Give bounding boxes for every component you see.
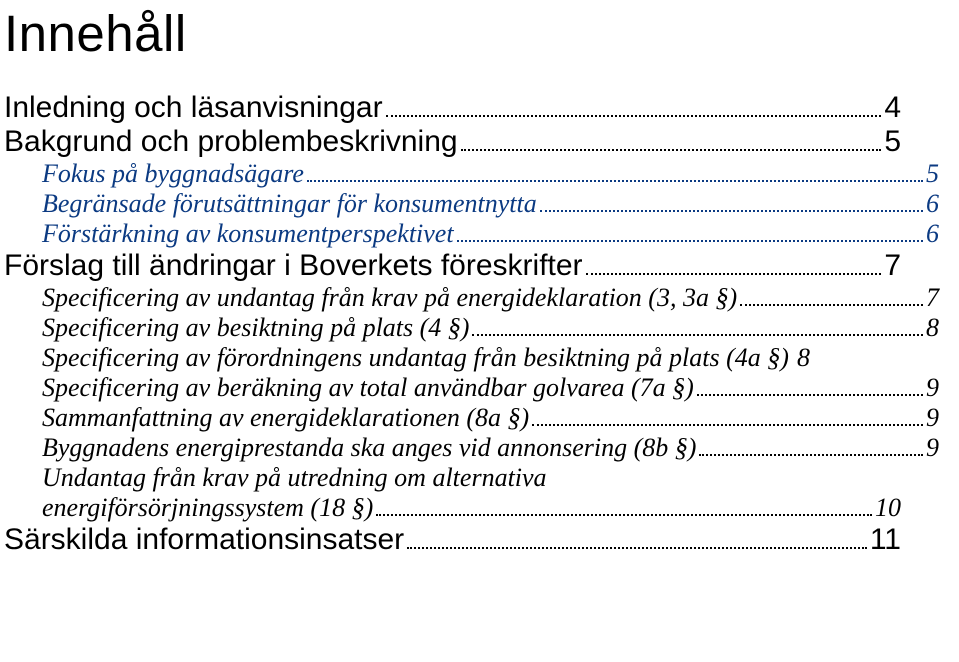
toc-entry-label: Specificering av undantag från krav på e…: [42, 283, 737, 313]
toc-entry-page: 10: [875, 493, 901, 523]
toc-entry-label: Bakgrund och problembeskrivning: [4, 125, 458, 159]
toc-entry-label: Fokus på byggnadsägare: [42, 159, 304, 189]
toc-leader: [540, 192, 923, 212]
toc-entry: Bakgrund och problembeskrivning 5: [4, 125, 901, 159]
toc-entry: Specificering av förordningens undantag …: [4, 343, 939, 373]
toc-entry: Begränsade förutsättningar för konsument…: [4, 189, 939, 219]
toc-entry: Förslag till ändringar i Boverkets föres…: [4, 249, 901, 283]
toc-entry-page: 9: [926, 403, 939, 433]
toc-leader: [386, 94, 882, 117]
toc-entry-line1: Undantag från krav på utredning om alter…: [42, 463, 901, 493]
toc-entry-label: Specificering av förordningens undantag …: [42, 343, 789, 373]
toc-entry-label: Förslag till ändringar i Boverkets föres…: [4, 249, 583, 283]
toc-leader: [740, 286, 923, 306]
toc-leader: [472, 316, 923, 336]
toc-leader: [532, 406, 923, 426]
toc-leader: [586, 252, 882, 275]
toc-entry: Undantag från krav på utredning om alter…: [4, 463, 901, 523]
toc-entry-page: 4: [884, 91, 901, 125]
toc-entry-page: 6: [926, 189, 939, 219]
toc-entry: Byggnadens energiprestanda ska anges vid…: [4, 433, 939, 463]
toc-entry: Fokus på byggnadsägare 5: [4, 159, 939, 189]
page: Innehåll Inledning och läsanvisningar 4B…: [0, 0, 959, 557]
toc-entry-row: energiförsörjningssystem (18 §) 10: [42, 493, 901, 523]
toc-entry-label: Byggnadens energiprestanda ska anges vid…: [42, 433, 696, 463]
toc-entry-page: 7: [926, 283, 939, 313]
toc-entry-page: 9: [926, 433, 939, 463]
toc-leader: [457, 222, 923, 242]
toc-leader: [376, 496, 872, 516]
table-of-contents: Inledning och läsanvisningar 4Bakgrund o…: [4, 91, 901, 557]
toc-entry-page: 6: [926, 219, 939, 249]
toc-entry-label: energiförsörjningssystem (18 §): [42, 493, 373, 523]
toc-entry: Förstärkning av konsumentperspektivet 6: [4, 219, 939, 249]
toc-leader: [461, 128, 882, 151]
toc-entry-label: Särskilda informationsinsatser: [4, 523, 404, 557]
toc-entry-label: Inledning och läsanvisningar: [4, 91, 383, 125]
toc-entry: Sammanfattning av energideklarationen (8…: [4, 403, 939, 433]
toc-entry-label: Specificering av besiktning på plats (4 …: [42, 313, 469, 343]
toc-entry-page: 8: [797, 343, 810, 373]
toc-entry: Specificering av undantag från krav på e…: [4, 283, 939, 313]
toc-entry-label: Sammanfattning av energideklarationen (8…: [42, 403, 529, 433]
toc-entry: Specificering av besiktning på plats (4 …: [4, 313, 939, 343]
toc-entry-page: 11: [870, 523, 901, 557]
toc-entry: Specificering av beräkning av total anvä…: [4, 373, 939, 403]
toc-leader: [407, 526, 867, 549]
toc-entry-page: 5: [884, 125, 901, 159]
document-title: Innehåll: [4, 4, 901, 63]
toc-entry-page: 9: [926, 373, 939, 403]
toc-entry: Inledning och läsanvisningar 4: [4, 91, 901, 125]
toc-entry-label: Begränsade förutsättningar för konsument…: [42, 189, 537, 219]
toc-leader: [697, 376, 923, 396]
toc-entry: Särskilda informationsinsatser 11: [4, 523, 901, 557]
toc-entry-page: 8: [926, 313, 939, 343]
toc-leader: [307, 162, 923, 182]
toc-entry-label: Specificering av beräkning av total anvä…: [42, 373, 694, 403]
toc-leader: [699, 436, 923, 456]
toc-entry-page: 5: [926, 159, 939, 189]
toc-entry-page: 7: [884, 249, 901, 283]
toc-entry-label: Förstärkning av konsumentperspektivet: [42, 219, 454, 249]
